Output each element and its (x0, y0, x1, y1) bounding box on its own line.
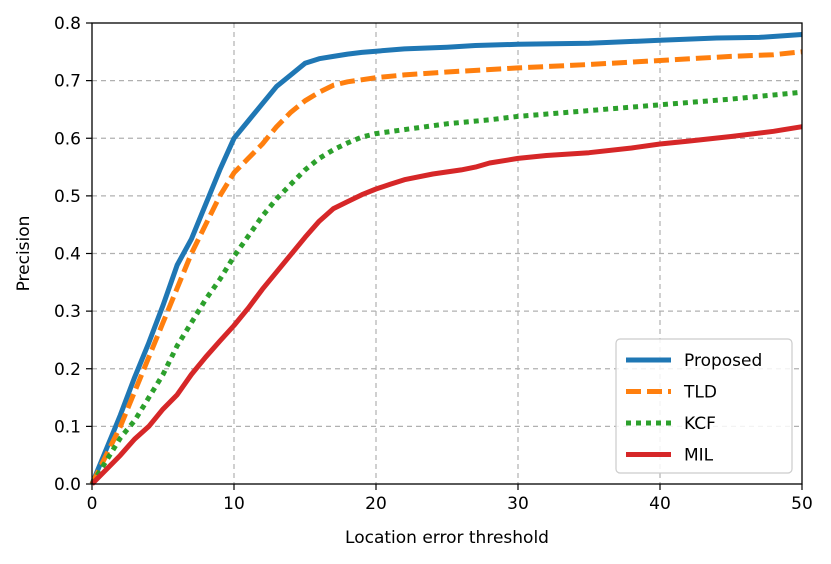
legend: Proposed TLD KCF MIL (615, 338, 793, 474)
series-lines (89, 32, 803, 486)
x-tick-label: 0 (87, 494, 98, 514)
legend-label: Proposed (684, 351, 762, 371)
y-tick-label: 0.3 (54, 302, 81, 322)
series-line-mil (90, 124, 803, 486)
series-line-tld (89, 49, 803, 486)
y-axis-label: Precision (14, 216, 34, 292)
x-tick-label: 20 (365, 494, 387, 514)
x-tick-label: 50 (791, 494, 813, 514)
series-line-proposed (89, 32, 803, 485)
series-line-kcf (89, 89, 803, 486)
y-tick-label: 0.4 (54, 245, 81, 265)
legend-label: MIL (684, 446, 714, 466)
y-tick-label: 0.8 (54, 14, 81, 34)
y-tick-label: 0.1 (54, 417, 81, 437)
x-tick-label: 30 (507, 494, 529, 514)
x-tick-label: 40 (649, 494, 671, 514)
y-tick-label: 0.7 (54, 72, 81, 92)
y-tick-label: 0.6 (54, 129, 81, 149)
y-tick-label: 0.5 (54, 187, 81, 207)
x-tick-label: 10 (223, 494, 245, 514)
legend-label: KCF (684, 414, 716, 434)
x-axis-label: Location error threshold (345, 528, 549, 548)
y-tick-label: 0.2 (54, 360, 81, 380)
axis-ticks: 0 10 20 30 40 50 0.0 0.1 0.2 0.3 0.4 0.5 0.6 0.7 0.8 (54, 14, 813, 514)
y-tick-label: 0.0 (54, 475, 81, 495)
legend-box (615, 338, 793, 474)
legend-label: TLD (683, 383, 717, 403)
